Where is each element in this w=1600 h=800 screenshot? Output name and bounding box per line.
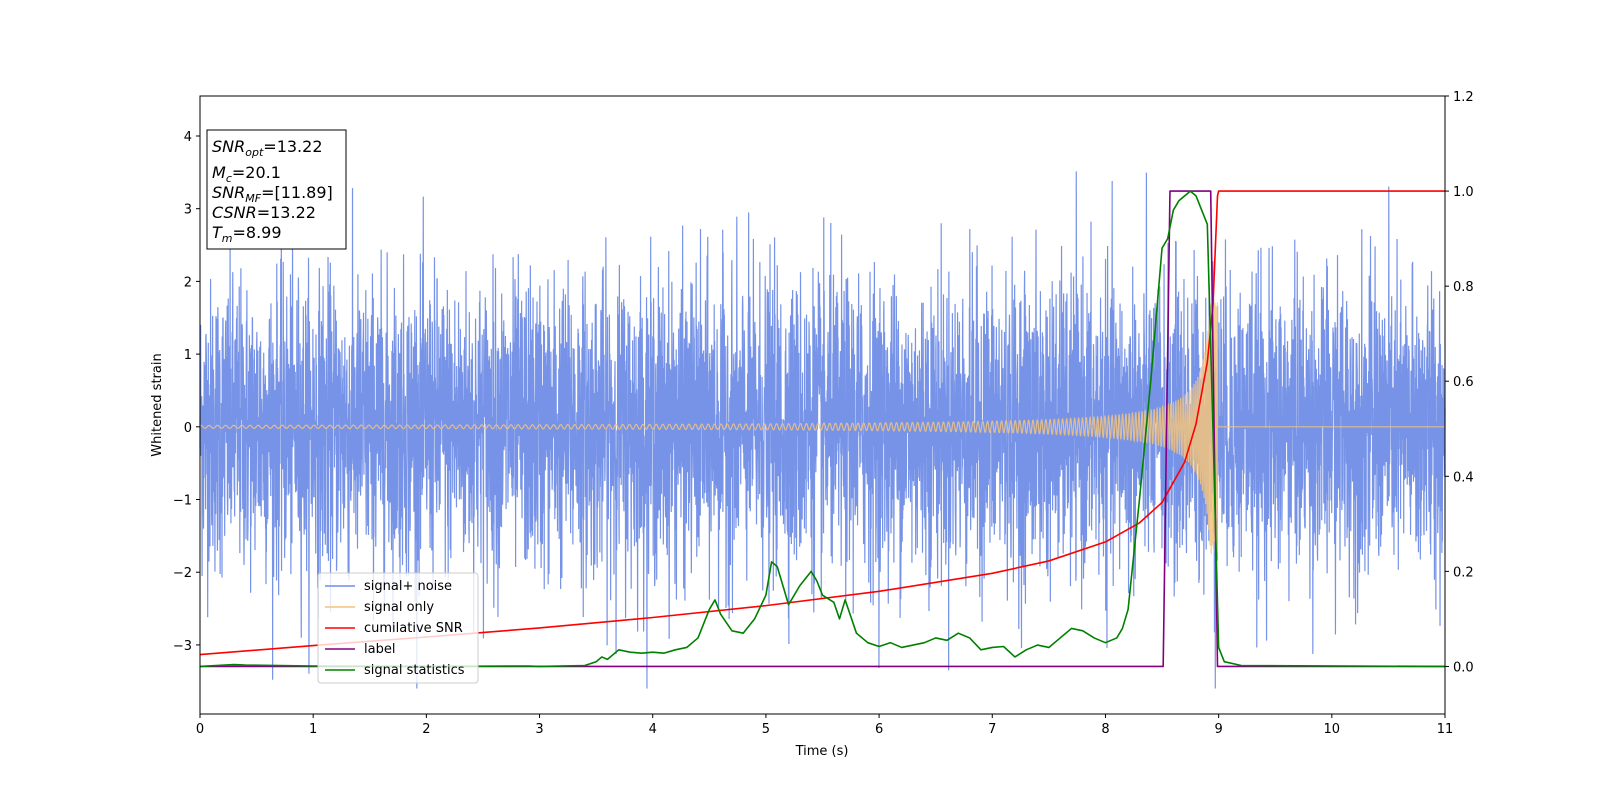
info-snr-opt-value: =13.22 <box>263 137 322 156</box>
y-tick-label: −1 <box>173 494 192 509</box>
x-tick-label: 6 <box>875 722 883 737</box>
y2-tick-label: 0.0 <box>1453 660 1474 675</box>
info-csnr: CSNR=13.22 <box>212 203 316 222</box>
info-snr-mf-sub: MF <box>245 192 261 205</box>
info-snr-mf-value: =[11.89] <box>261 183 333 202</box>
signal-noise-series <box>199 171 1446 689</box>
y2-tick-label: 0.4 <box>1453 470 1474 485</box>
info-mc-sub: c <box>226 172 232 185</box>
info-box: SNRopt=13.22 Mc=20.1 SNRMF=[11.89] CSNR=… <box>206 129 347 250</box>
x-tick-label: 11 <box>1437 722 1454 737</box>
y-tick-label: 2 <box>184 275 192 290</box>
x-tick-label: 7 <box>988 722 996 737</box>
info-mc: Mc=20.1 <box>212 163 281 185</box>
info-snr-mf-base: SNR <box>212 183 245 202</box>
x-axis-title: Time (s) <box>795 744 849 759</box>
info-tm-value: =8.99 <box>233 223 282 242</box>
info-mc-value: =20.1 <box>232 163 281 182</box>
info-snr-opt-base: SNR <box>212 137 245 156</box>
y-tick-label: −2 <box>173 566 192 581</box>
info-tm-sub: m <box>222 232 233 245</box>
y2-tick-label: 0.2 <box>1453 565 1474 580</box>
legend-frame <box>317 572 479 684</box>
legend-label-signal-only: signal only <box>364 600 434 615</box>
plot-frame <box>199 95 1446 715</box>
legend: signal+ noise signal only cumilative SNR… <box>317 572 479 684</box>
x-tick-label: 4 <box>649 722 657 737</box>
legend-label-signal-statistics: signal statistics <box>364 663 465 678</box>
info-tm: Tm=8.99 <box>212 223 282 245</box>
x-tick-label: 2 <box>422 722 430 737</box>
x-tick-label: 10 <box>1324 722 1341 737</box>
y2-tick-label: 0.8 <box>1453 280 1474 295</box>
signal-only-line <box>199 299 1445 554</box>
y-axis-ticks: −3 −2 −1 0 1 2 3 4 <box>173 130 200 654</box>
signal-statistics-line <box>199 190 1446 668</box>
info-snr-opt-sub: opt <box>245 146 264 159</box>
x-tick-label: 1 <box>309 722 317 737</box>
info-mc-base: M <box>212 163 226 182</box>
y2-tick-label: 0.6 <box>1453 375 1474 390</box>
x-tick-label: 3 <box>535 722 543 737</box>
x-tick-label: 0 <box>196 722 204 737</box>
y-tick-label: 0 <box>184 421 192 436</box>
y-axis-title: Whitened strain <box>150 353 165 456</box>
y2-tick-label: 1.2 <box>1453 90 1474 105</box>
x-tick-label: 9 <box>1214 722 1222 737</box>
info-csnr-base: CSNR <box>212 203 257 222</box>
info-box-frame <box>206 129 347 250</box>
right-axis-series <box>199 190 1446 668</box>
y-tick-label: 4 <box>184 130 192 145</box>
x-tick-label: 5 <box>762 722 770 737</box>
y-tick-label: 1 <box>184 348 192 363</box>
info-snr-mf: SNRMF=[11.89] <box>212 183 333 205</box>
info-tm-base: T <box>212 223 223 242</box>
legend-label-signal-noise: signal+ noise <box>364 579 452 594</box>
legend-label-label: label <box>364 642 395 657</box>
y-tick-label: 3 <box>184 203 192 218</box>
info-snr-opt: SNRopt=13.22 <box>212 137 323 159</box>
x-axis-ticks: 0 1 2 3 4 5 6 7 8 9 10 11 <box>196 714 1453 737</box>
signal-noise-line <box>199 171 1446 689</box>
y2-tick-label: 1.0 <box>1453 185 1474 200</box>
y2-axis-ticks: 0.0 0.2 0.4 0.6 0.8 1.0 1.2 <box>1445 90 1474 675</box>
x-tick-label: 8 <box>1101 722 1109 737</box>
signal-only-series <box>199 299 1445 554</box>
info-csnr-value: =13.22 <box>257 203 316 222</box>
legend-label-cumulative-snr: cumilative SNR <box>364 621 463 636</box>
y-tick-label: −3 <box>173 639 192 654</box>
